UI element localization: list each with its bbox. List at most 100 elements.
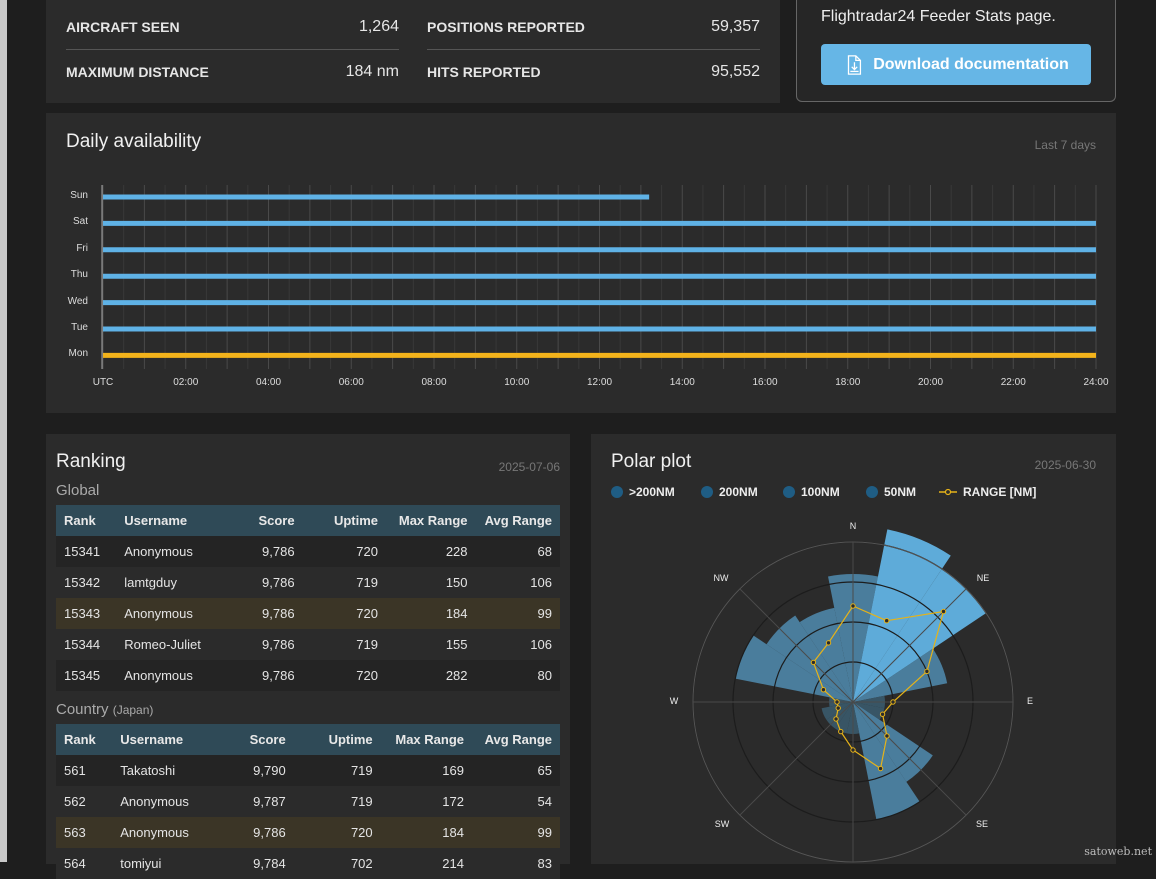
table-cell: 9,787 [224,786,294,817]
range-point [850,747,856,753]
table-row: 15344 Romeo-Juliet 9,786 719 155 106 [56,629,560,660]
table-cell: Anonymous [116,536,229,567]
time-label: UTC [92,377,114,388]
legend-label: 50NM [884,485,917,499]
polar-chart [692,529,1014,863]
legend-label: >200NM [629,485,675,499]
document-download-icon [848,54,862,75]
table-cell: 719 [302,629,386,660]
polar-sector [853,702,885,720]
column-header[interactable]: Max Range [380,724,472,755]
table-row: 564 tomiyui 9,784 702 214 83 [56,848,560,879]
range-point [884,733,890,739]
table-cell: 184 [386,598,476,629]
table-cell: Anonymous [112,786,225,817]
table-cell: Romeo-Juliet [116,629,229,660]
table-row: 562 Anonymous 9,787 719 172 54 [56,786,560,817]
compass-label-sw: SW [714,819,730,829]
day-label-thu: Thu [70,269,88,281]
table-cell: Takatoshi [112,755,225,786]
legend-item-range[interactable]: RANGE [NM] [939,485,1036,499]
legend-item-200nm[interactable]: 200NM [701,485,758,499]
time-label: 22:00 [1000,377,1026,388]
legend-item-over-200nm[interactable]: >200NM [611,485,675,499]
daily-availability-panel: Daily availability Last 7 days Sun Sat Fri… [46,113,1116,413]
time-label: 04:00 [255,377,282,388]
global-ranking-table: Rank Username Score Uptime Max Range Avg Rang… [56,505,560,691]
table-cell: 150 [386,567,476,598]
column-header[interactable]: Max Range [386,505,476,536]
time-label: 08:00 [421,377,447,388]
polar-sector [853,529,951,702]
column-header[interactable]: Avg Range [472,724,560,755]
stat-aircraft-seen: AIRCRAFT SEEN 1,264 [66,5,399,50]
table-cell: tomiyui [112,848,225,879]
compass-label-e: E [1026,696,1034,706]
table-row: 563 Anonymous 9,786 720 184 99 [56,817,560,848]
time-label: 06:00 [338,377,364,388]
availability-title: Daily availability [66,131,202,152]
table-cell: 83 [472,848,560,879]
country-name: (Japan) [112,703,154,717]
legend-label: 200NM [719,485,758,499]
table-cell: 172 [380,786,472,817]
legend-dot-icon [866,486,878,498]
polar-sector [853,702,920,820]
column-header[interactable]: Avg Range [475,505,560,536]
range-point [810,659,817,666]
compass-label-se: SE [975,819,989,829]
left-scrollbar-strip [0,0,7,862]
compass-label-n: N [849,521,857,531]
time-label: 16:00 [752,377,778,388]
legend-item-50nm[interactable]: 50NM [866,485,916,499]
table-cell: 106 [475,567,560,598]
column-header[interactable]: Uptime [302,505,386,536]
range-point [825,640,832,646]
column-header[interactable]: Uptime [293,724,381,755]
column-header[interactable]: Score [224,724,294,755]
column-header[interactable]: Username [116,505,229,536]
watermark: satoweb.net [1084,845,1152,858]
table-cell: 719 [293,755,381,786]
polar-date: 2025-06-30 [1034,458,1096,472]
table-cell: 155 [386,629,476,660]
table-cell: 99 [475,598,560,629]
legend-dot-icon [783,486,795,498]
table-cell: 65 [472,755,560,786]
time-label: 18:00 [835,377,861,388]
table-cell: lamtgduy [116,567,229,598]
table-header-row: Rank Username Score Uptime Max Range Avg Rang… [56,724,560,755]
table-cell: 719 [293,786,381,817]
stat-value: 184 nm [345,63,399,80]
stat-value: 95,552 [711,63,760,80]
time-label: 10:00 [504,377,530,388]
compass-label-ne: NE [976,573,990,583]
table-cell: Anonymous [116,660,229,691]
polar-spoke [739,588,967,816]
range-point [833,716,839,722]
documentation-text: Flightradar24 Feeder Stats page. [821,8,1056,25]
ranking-date: 2025-07-06 [498,460,560,474]
polar-sector [799,607,853,702]
download-documentation-button[interactable]: Download documentation [821,44,1091,85]
table-cell: 54 [472,786,560,817]
column-header[interactable]: Username [112,724,225,755]
polar-plot-panel: Polar plot 2025-06-30 >200NM 200NM 100NM… [591,434,1116,864]
day-label-wed: Wed [67,295,88,307]
column-header[interactable]: Rank [56,505,117,536]
table-cell: 561 [56,755,113,786]
column-header[interactable]: Score [228,505,303,536]
stat-value: 59,357 [711,18,760,35]
column-header[interactable]: Rank [56,724,113,755]
table-cell: 9,786 [228,629,303,660]
range-point [879,711,886,717]
time-label: 12:00 [586,377,613,388]
table-cell: 99 [472,817,560,848]
range-point [924,668,930,675]
range-point [877,765,884,772]
legend-item-100nm[interactable]: 100NM [783,485,840,499]
table-cell: 9,790 [224,755,294,786]
table-cell: 9,786 [228,567,303,598]
table-cell: 15344 [56,629,117,660]
table-cell: 15345 [56,660,117,691]
